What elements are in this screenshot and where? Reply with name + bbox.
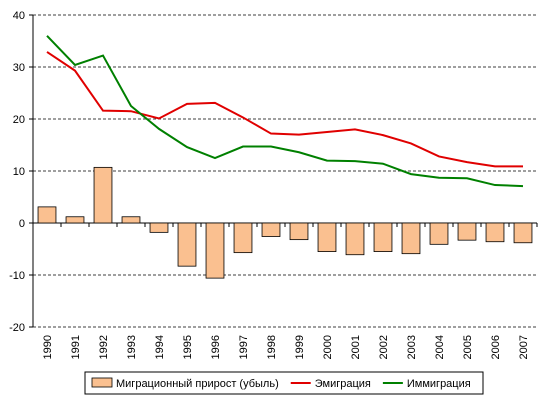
x-tick-label: 1990 (42, 335, 54, 359)
x-tick-label: 2001 (350, 335, 362, 359)
x-tick-label: 1997 (238, 335, 250, 359)
bar (37, 206, 57, 224)
x-tick-label: 2005 (462, 335, 474, 359)
x-tick-label: 1995 (182, 335, 194, 359)
x-tick-label: 1999 (294, 335, 306, 359)
legend-label: Эмиграция (315, 378, 371, 390)
legend: Миграционный прирост (убыль) Эмиграция Имм… (84, 371, 484, 395)
bar (65, 216, 85, 224)
bar (345, 222, 365, 256)
bar (233, 222, 253, 254)
legend-label: Миграционный прирост (убыль) (116, 378, 279, 390)
bar (205, 222, 225, 279)
y-tick-label: 40 (13, 10, 25, 22)
x-tick-label: 2004 (434, 335, 446, 359)
bar (317, 222, 337, 253)
x-tick-label: 2002 (378, 335, 390, 359)
x-tick-label: 2003 (406, 335, 418, 359)
x-tick-label: 2007 (518, 335, 530, 359)
x-tick-label: 1992 (98, 335, 110, 359)
bar (457, 222, 477, 241)
x-tick-label: 2006 (490, 335, 502, 359)
legend-swatch (91, 377, 113, 388)
bar (149, 222, 169, 233)
x-tick-label: 1998 (266, 335, 278, 359)
x-tick-label: 1996 (210, 335, 222, 359)
y-tick-label: 30 (13, 62, 25, 74)
y-tick-label: 10 (13, 166, 25, 178)
y-tick-label: 0 (19, 218, 25, 230)
y-tick-label: -10 (9, 270, 25, 282)
bar (485, 222, 505, 243)
bar (261, 222, 281, 237)
line (46, 51, 523, 168)
bar (401, 222, 421, 255)
y-tick-label: -20 (9, 322, 25, 334)
x-tick-label: 1991 (70, 335, 82, 359)
bar (289, 222, 309, 241)
bar (429, 222, 449, 245)
line (46, 35, 524, 188)
bar (513, 222, 533, 244)
bar (121, 216, 141, 224)
bar (93, 166, 113, 224)
legend-label: Иммиграция (407, 378, 471, 390)
bar (373, 222, 393, 253)
x-tick-label: 1993 (126, 335, 138, 359)
legend-box (84, 371, 484, 395)
y-tick-label: 20 (13, 114, 25, 126)
x-tick-label: 1994 (154, 335, 166, 359)
bar (177, 222, 197, 267)
x-tick-label: 2000 (322, 335, 334, 359)
